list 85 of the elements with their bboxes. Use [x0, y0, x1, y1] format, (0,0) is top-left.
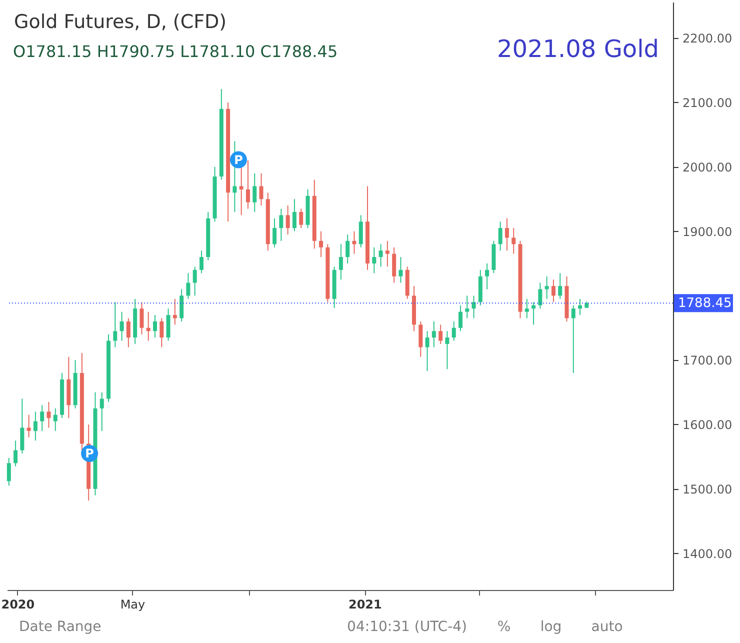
candlestick — [458, 304, 462, 332]
candlestick — [485, 262, 490, 290]
candlestick — [272, 218, 277, 248]
candlestick — [418, 320, 423, 358]
candlestick — [279, 208, 284, 242]
candlestick — [558, 272, 562, 300]
candlestick — [338, 244, 343, 280]
candlestick — [385, 240, 390, 268]
y-tick-label: 1500.00 — [682, 482, 732, 496]
text: O1781.15 H1790.75 L1781.10 C1788.45 — [13, 42, 338, 61]
candlestick — [186, 272, 190, 300]
candlestick — [259, 172, 264, 206]
candlestick — [100, 392, 104, 432]
candlestick — [292, 198, 296, 232]
candlestick — [199, 250, 204, 274]
candlestick — [319, 230, 324, 258]
candlestick — [172, 298, 177, 326]
candlestick — [498, 221, 502, 252]
candlestick — [20, 398, 24, 454]
candlestick — [445, 330, 450, 370]
candlestick — [512, 228, 516, 254]
candlestick — [352, 230, 356, 254]
candlestick — [438, 324, 443, 344]
candlestick — [252, 172, 257, 212]
candlestick — [392, 246, 396, 284]
annotation: P — [85, 446, 94, 460]
x-tick-label: 2020 — [1, 598, 35, 612]
ref-line-label: 1788.45 — [678, 296, 732, 312]
text: auto — [591, 619, 623, 635]
candlestick — [472, 295, 476, 319]
candlestick — [452, 320, 456, 342]
candlestick — [126, 318, 130, 348]
candlestick — [299, 208, 304, 229]
candlestick — [432, 320, 436, 348]
candlestick — [425, 330, 430, 372]
candlestick — [6, 457, 11, 486]
candlestick — [372, 246, 376, 274]
y-tick-label: 1600.00 — [682, 418, 732, 432]
candlestick — [46, 401, 51, 428]
candlestick — [40, 404, 44, 432]
candlestick — [286, 205, 290, 235]
annotation: 2021.08 Gold — [496, 35, 659, 63]
candlestick — [166, 308, 170, 342]
text: 04:10:31 (UTC-4) — [347, 619, 467, 635]
y-tick-label: 1400.00 — [682, 546, 732, 561]
candlestick — [398, 256, 403, 284]
text: % — [497, 619, 511, 635]
x-tick-label: May — [120, 598, 146, 612]
candlestick — [120, 311, 124, 342]
y-tick-label: 1700.00 — [682, 354, 732, 368]
annotation: P — [234, 152, 244, 167]
candlestick — [346, 234, 350, 264]
candlestick — [232, 140, 237, 212]
y-tick-label: 2200.00 — [682, 32, 732, 46]
candlestick — [358, 214, 363, 248]
candlestick — [578, 298, 582, 316]
candlestick — [113, 302, 118, 348]
candlestick — [160, 318, 164, 348]
candlestick — [239, 166, 244, 216]
candlestick — [140, 302, 144, 335]
candlestick — [180, 288, 184, 322]
y-tick-label: 2100.00 — [682, 96, 732, 110]
candlestick — [465, 295, 470, 319]
candlestick — [153, 314, 157, 338]
candlestick — [53, 408, 58, 432]
candlestick — [378, 244, 383, 268]
candlestick — [524, 298, 529, 319]
candlestick — [504, 218, 509, 252]
y-tick-label: 1900.00 — [682, 224, 732, 239]
candlestick — [246, 160, 250, 210]
y-tick-label: 2000.00 — [682, 160, 732, 174]
candlestick — [571, 304, 576, 374]
text: Date Range — [19, 619, 102, 635]
candlestick — [544, 276, 549, 300]
candlestick — [14, 440, 18, 467]
candlestick — [26, 414, 31, 438]
candlestick — [551, 279, 556, 303]
text: Gold Futures, D, (CFD) — [14, 11, 227, 33]
x-tick-label: 2021 — [348, 598, 382, 612]
candlestick — [532, 302, 536, 326]
candlestick — [538, 282, 542, 310]
candlestick — [146, 311, 150, 342]
candlestick — [33, 411, 38, 442]
candlestick — [192, 266, 197, 296]
text: log — [540, 619, 562, 635]
